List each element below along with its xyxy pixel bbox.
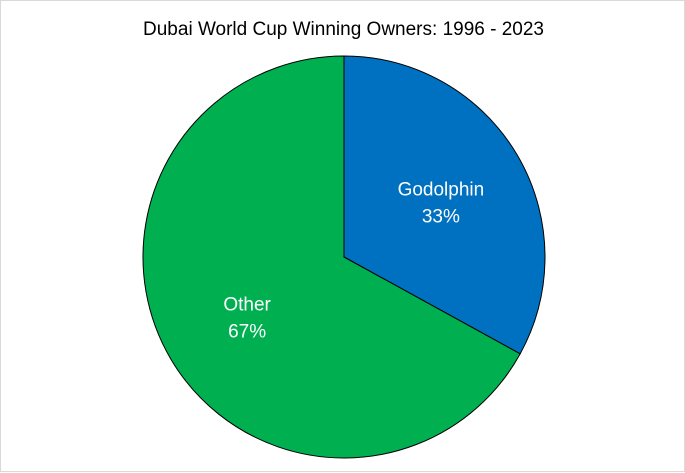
slice-category-other: Other: [223, 294, 271, 315]
pie-slice-other: [142, 55, 521, 459]
slice-percent-other: 67%: [228, 321, 266, 342]
slice-percent-godolphin: 33%: [422, 207, 460, 228]
slice-category-godolphin: Godolphin: [398, 180, 485, 201]
pie-slices: [142, 55, 546, 459]
slice-label-other: Other 67%: [223, 294, 271, 342]
pie-slice-godolphin: [343, 55, 546, 355]
slice-label-godolphin: Godolphin 33%: [398, 180, 485, 228]
slice-labels: Godolphin 33% Other 67%: [223, 180, 484, 343]
chart-title: Dubai World Cup Winning Owners: 1996 - 2…: [143, 19, 544, 40]
